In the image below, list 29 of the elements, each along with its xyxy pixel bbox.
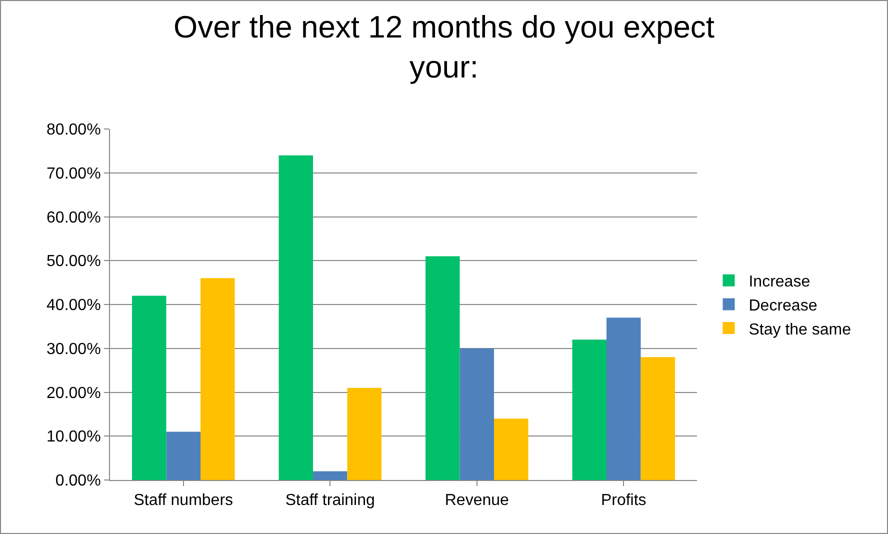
- legend-label: Increase: [748, 274, 810, 291]
- y-tick-label: 30.00%: [46, 340, 101, 358]
- y-tick-label: 60.00%: [46, 209, 101, 226]
- y-tick-label: 20.00%: [46, 384, 101, 402]
- y-tick-label: 80.00%: [46, 122, 101, 139]
- bar: [132, 296, 166, 480]
- x-tick-label: Staff numbers: [134, 492, 234, 510]
- bar: [347, 388, 382, 480]
- bar: [166, 432, 200, 480]
- bar: [606, 318, 641, 480]
- y-tick-label: 40.00%: [46, 297, 101, 314]
- y-tick-label: 10.00%: [46, 428, 101, 446]
- x-tick-label: Revenue: [444, 492, 510, 510]
- bar: [494, 418, 528, 480]
- bar: [460, 348, 494, 480]
- legend-label: Decrease: [748, 297, 818, 314]
- y-tick-label: 50.00%: [46, 253, 101, 270]
- bar: [278, 155, 313, 480]
- legend-label: Stay the same: [748, 321, 852, 338]
- y-tick-label: 70.00%: [46, 165, 101, 182]
- chart-title: Over the next 12 months do you expect your:: [173, 9, 715, 85]
- x-tick-label: Staff training: [285, 492, 375, 510]
- bar: [200, 278, 235, 480]
- bar: [572, 340, 606, 480]
- bar: [640, 357, 675, 480]
- x-tick-label: Profits: [600, 492, 646, 510]
- bar: [426, 256, 460, 480]
- y-tick-label: 0.00%: [55, 472, 101, 490]
- bar: [313, 471, 348, 480]
